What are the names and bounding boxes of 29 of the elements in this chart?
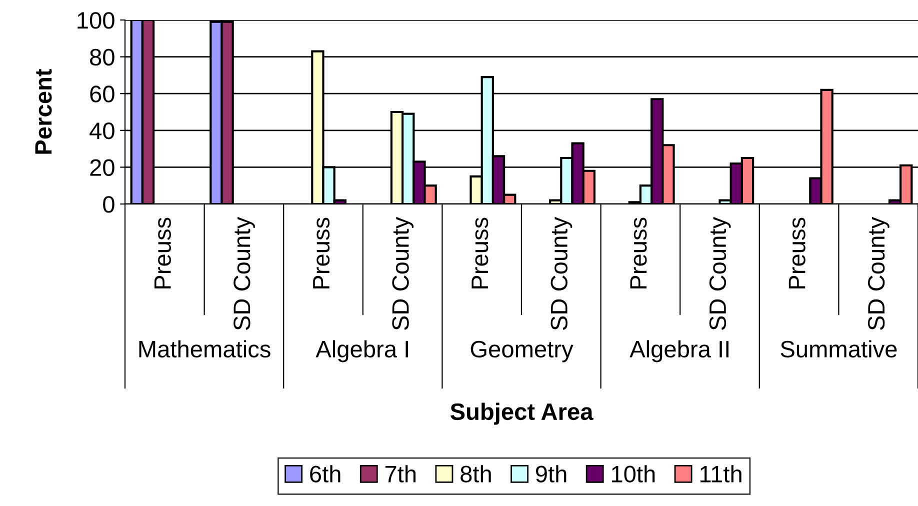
x-tick-label: SD County [392, 216, 414, 330]
text: Mathematics [139, 340, 270, 358]
x-tick-label: SD County [709, 216, 731, 330]
y-tick-label: 80 [90, 48, 114, 66]
legend-label: 8th [460, 465, 491, 482]
y-axis-title: Percent [35, 68, 52, 154]
y-tick-label: 40 [90, 122, 114, 140]
legend-label: 11th [700, 465, 742, 482]
x-tick-label: SD County [550, 216, 572, 330]
y-tick-label: 20 [90, 159, 114, 176]
x-tick-label: Preuss [630, 218, 647, 288]
text: Summative [780, 340, 897, 358]
x-axis-title: Subject Area [450, 402, 594, 425]
x-tick-label: Preuss [472, 218, 488, 288]
y-tick-label: 100 [78, 12, 114, 29]
x-tick-label: Preuss [154, 218, 171, 288]
legend-label: 9th [536, 465, 566, 482]
y-tick-label: 0 [103, 196, 114, 213]
y-tick-label: 60 [90, 86, 114, 102]
x-tick-label: SD County [234, 216, 255, 330]
legend-label: 10th [612, 465, 655, 482]
text: Algebra I [316, 340, 408, 362]
legend-label: 6th [310, 465, 340, 482]
legend-label: 7th [385, 465, 416, 482]
x-tick-label: Preuss [313, 218, 330, 288]
x-tick-label: Preuss [788, 218, 806, 288]
text: Algebra II [630, 340, 728, 362]
text: Geometry [470, 340, 574, 362]
x-tick-label: SD County [868, 216, 890, 330]
